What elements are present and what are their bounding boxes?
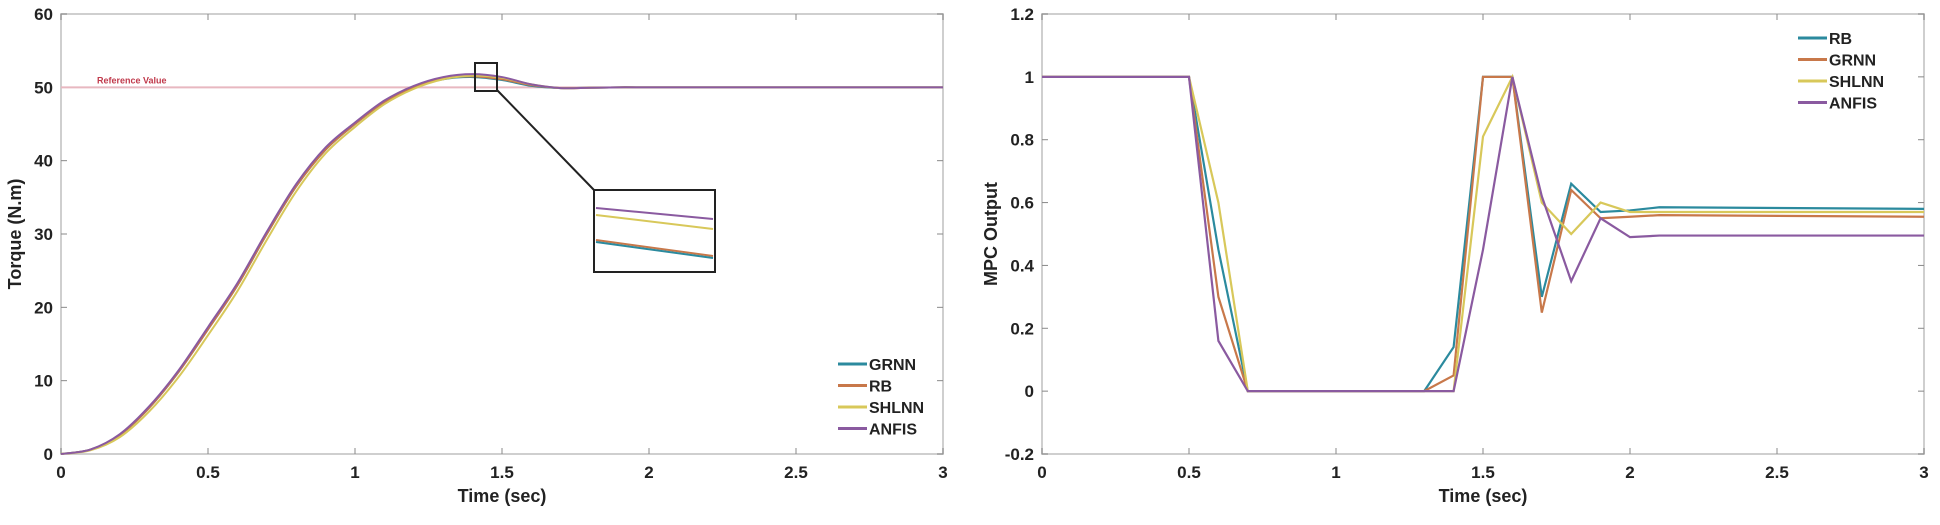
y-tick-label: 20: [34, 298, 53, 317]
y-tick-label: 0.4: [1010, 256, 1034, 275]
x-tick-label: 1: [350, 463, 359, 482]
x-tick-label: 3: [938, 463, 947, 482]
series-line-shlnn: [60, 74, 943, 455]
series-line-anfis: [60, 73, 943, 455]
inset-series-line-shlnn: [595, 214, 714, 230]
legend-label-anfis: ANFIS: [1829, 96, 1877, 113]
series-line-anfis: [1042, 75, 1924, 393]
x-tick-label: 0.5: [196, 463, 220, 482]
y-tick-label: 40: [34, 152, 53, 171]
zoom-connector-line: [496, 89, 595, 191]
y-tick-label: 0.2: [1010, 319, 1034, 338]
x-tick-label: 2.5: [784, 463, 808, 482]
reference-label: Reference Value: [97, 75, 167, 85]
y-tick-label: 1: [1025, 68, 1034, 87]
series-line-shlnn: [1042, 73, 1924, 393]
y-tick-label: 50: [34, 78, 53, 97]
zoom-region-box: [474, 62, 498, 92]
legend-label-rb: RB: [869, 379, 892, 396]
x-tick-label: 0.5: [1177, 463, 1201, 482]
y-axis-label: Torque (N.m): [5, 179, 25, 290]
legend-label-grnn: GRNN: [869, 357, 916, 374]
legend-label-grnn: GRNN: [1829, 53, 1876, 70]
y-tick-label: 1.2: [1010, 5, 1034, 24]
x-tick-label: 1.5: [490, 463, 514, 482]
y-tick-label: 0.6: [1010, 194, 1034, 213]
x-axis-label: Time (sec): [458, 486, 547, 506]
series-line-grnn: [1042, 75, 1925, 393]
y-tick-label: 10: [34, 372, 53, 391]
x-tick-label: 3: [1919, 463, 1928, 482]
legend-label-shlnn: SHLNN: [869, 400, 924, 417]
x-axis-label: Time (sec): [1439, 486, 1528, 506]
legend-label-rb: RB: [1829, 31, 1852, 48]
zoom-inset-box: [593, 189, 716, 273]
x-tick-label: 1.5: [1471, 463, 1495, 482]
inset-series-line-grnn: [595, 241, 714, 259]
y-tick-label: 0.8: [1010, 131, 1034, 150]
legend-label-shlnn: SHLNN: [1829, 74, 1884, 91]
x-tick-label: 2: [1625, 463, 1634, 482]
legend-label-anfis: ANFIS: [869, 422, 917, 439]
x-tick-label: 1: [1331, 463, 1340, 482]
y-tick-label: 30: [34, 225, 53, 244]
y-axis-label: MPC Output: [981, 182, 1001, 286]
y-tick-label: -0.2: [1005, 445, 1034, 464]
inset-series-line-rb: [595, 239, 714, 257]
y-tick-label: 0: [1025, 382, 1034, 401]
x-tick-label: 2: [644, 463, 653, 482]
x-tick-label: 2.5: [1765, 463, 1789, 482]
inset-series-line-anfis: [595, 207, 714, 220]
series-line-rb: [1042, 75, 1925, 393]
series-line-rb: [60, 75, 943, 455]
x-tick-label: 0: [1037, 463, 1046, 482]
y-tick-label: 0: [44, 445, 53, 464]
y-tick-label: 60: [34, 5, 53, 24]
series-line-grnn: [60, 76, 943, 455]
x-tick-label: 0: [56, 463, 65, 482]
